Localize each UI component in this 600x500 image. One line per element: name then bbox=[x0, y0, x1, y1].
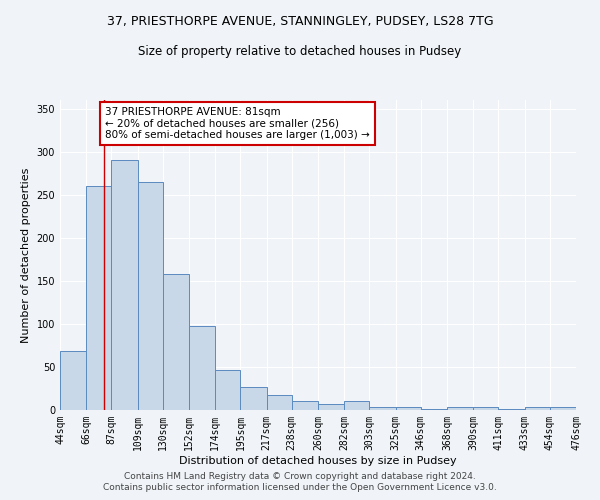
Text: Size of property relative to detached houses in Pudsey: Size of property relative to detached ho… bbox=[139, 45, 461, 58]
Bar bbox=[447, 406, 473, 410]
Bar bbox=[189, 326, 215, 410]
Bar bbox=[524, 406, 550, 410]
Text: Contains HM Land Registry data © Crown copyright and database right 2024.: Contains HM Land Registry data © Crown c… bbox=[124, 472, 476, 481]
Bar bbox=[292, 402, 318, 410]
Bar bbox=[241, 387, 266, 410]
Bar bbox=[421, 409, 447, 410]
Text: 37, PRIESTHORPE AVENUE, STANNINGLEY, PUDSEY, LS28 7TG: 37, PRIESTHORPE AVENUE, STANNINGLEY, PUD… bbox=[107, 15, 493, 28]
Bar bbox=[370, 406, 395, 410]
Bar bbox=[395, 408, 421, 410]
X-axis label: Distribution of detached houses by size in Pudsey: Distribution of detached houses by size … bbox=[179, 456, 457, 466]
Bar bbox=[137, 182, 163, 410]
Bar bbox=[266, 396, 292, 410]
Bar bbox=[550, 408, 576, 410]
Bar bbox=[473, 408, 499, 410]
Bar bbox=[318, 404, 344, 410]
Bar bbox=[215, 370, 241, 410]
Y-axis label: Number of detached properties: Number of detached properties bbox=[21, 168, 31, 342]
Bar bbox=[344, 402, 370, 410]
Text: Contains public sector information licensed under the Open Government Licence v3: Contains public sector information licen… bbox=[103, 484, 497, 492]
Bar bbox=[60, 352, 86, 410]
Bar bbox=[86, 186, 112, 410]
Bar bbox=[112, 160, 137, 410]
Bar bbox=[163, 274, 189, 410]
Text: 37 PRIESTHORPE AVENUE: 81sqm
← 20% of detached houses are smaller (256)
80% of s: 37 PRIESTHORPE AVENUE: 81sqm ← 20% of de… bbox=[106, 107, 370, 140]
Bar bbox=[499, 409, 524, 410]
